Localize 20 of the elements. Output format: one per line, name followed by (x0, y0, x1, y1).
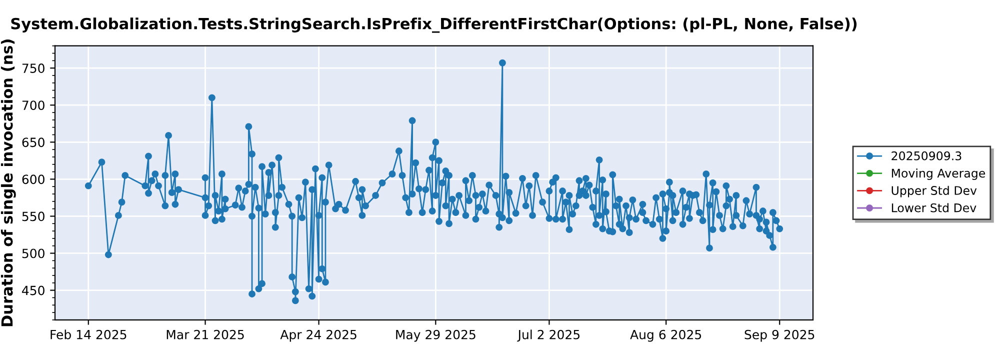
chart-title: System.Globalization.Tests.StringSearch.IsPrefix_DifferentFirstChar(Options: (pl-PL, None, False)) (11, 18, 857, 33)
x-tick-label: May 29 2025 (396, 330, 476, 342)
legend-label: Lower Std Dev (892, 203, 976, 212)
x-tick-label: Apr 24 2025 (280, 330, 356, 342)
x-tick-label: Aug 6 2025 (630, 330, 702, 342)
y-tick-label: 700 (22, 100, 44, 110)
y-tick-label: 650 (22, 138, 44, 148)
y-axis-title: Duration of single invocation (ns) (0, 40, 16, 326)
y-tick-label: 450 (22, 286, 44, 296)
x-tick-label: Sep 9 2025 (744, 330, 814, 342)
x-tick-label: Feb 14 2025 (50, 330, 126, 340)
y-tick-label: 600 (22, 174, 44, 184)
x-tick-label: Mar 21 2025 (166, 330, 244, 340)
x-tick-label: Jul 2 2025 (517, 330, 580, 342)
legend-label: Moving Average (892, 168, 986, 180)
legend-label: Upper Std Dev (892, 186, 977, 198)
y-tick-label: 550 (22, 212, 44, 222)
legend-label: 20250909.3 (892, 151, 962, 160)
y-tick-label: 750 (22, 64, 44, 73)
y-tick-label: 500 (22, 248, 44, 258)
